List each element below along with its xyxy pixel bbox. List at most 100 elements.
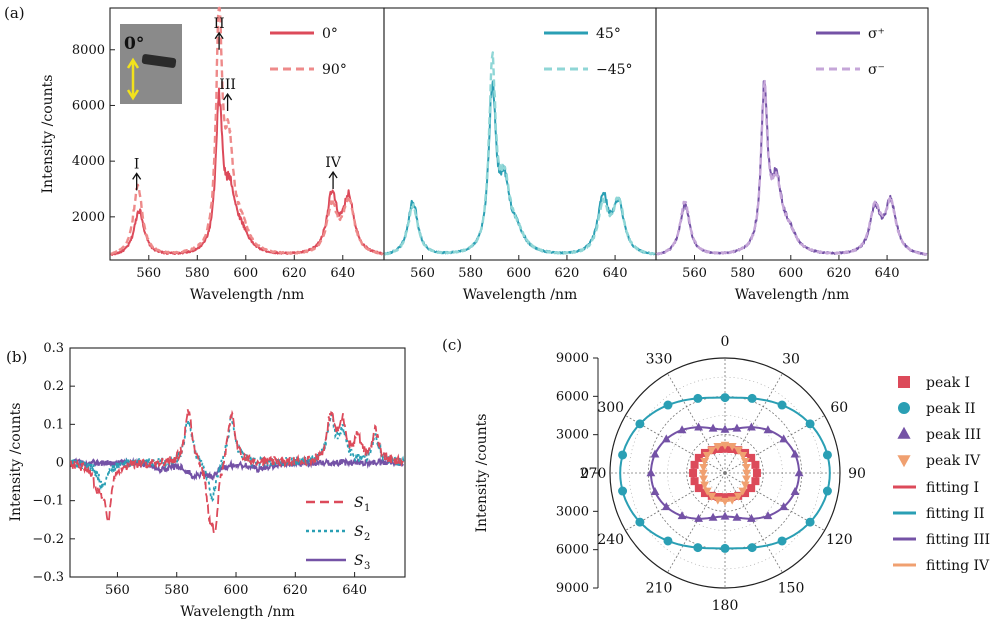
chart-b-stokes: 560 580 600 620 640 −0.3 −0.2 −0.1 0 0.1 0.2 0.3 Wav… [8, 341, 406, 620]
annotation-label: I [134, 156, 140, 172]
x-tick-label: 580 [458, 266, 483, 281]
y-tick-label: 4000 [72, 154, 105, 169]
data-point [805, 419, 815, 429]
polar-angle-label: 240 [597, 532, 624, 548]
data-point [699, 464, 708, 473]
data-point [742, 475, 751, 484]
data-point [720, 497, 730, 506]
x-tick-label: 600 [506, 266, 531, 281]
y-tick-label: −0.1 [32, 494, 64, 509]
inset-nanowire [141, 54, 177, 68]
x-tick-label: 600 [224, 583, 249, 598]
legend-label-subscript: 1 [364, 503, 370, 514]
series-line-2 [384, 51, 656, 256]
polar-angle-label: 0 [721, 334, 730, 350]
data-point [618, 450, 628, 460]
inset-label: 0° [124, 34, 144, 54]
data-point [747, 453, 756, 462]
data-point [646, 468, 656, 477]
y-axis-label: Intensity /counts [474, 414, 490, 533]
legend-label: peak I [926, 375, 970, 391]
data-point [694, 453, 703, 462]
polar-angle-label: 150 [778, 580, 805, 596]
inset-image: 0° [120, 24, 182, 104]
data-point [650, 486, 660, 495]
polar-grid-circle [609, 357, 841, 589]
data-point [720, 543, 730, 553]
data-point [694, 513, 703, 522]
data-point [635, 517, 645, 527]
data-point [747, 543, 757, 553]
series-line-S1 [70, 409, 404, 535]
data-point [732, 423, 742, 432]
data-point [663, 536, 673, 546]
x-tick-label: 620 [555, 266, 580, 281]
polar-spoke [625, 415, 726, 474]
data-point [677, 511, 687, 520]
x-tick-label: 640 [603, 266, 628, 281]
data-point [699, 475, 708, 484]
x-axis-label: Wavelength /nm [735, 287, 850, 303]
data-point [742, 464, 751, 473]
x-tick-label: 620 [283, 583, 308, 598]
data-point [790, 449, 800, 458]
x-tick-label: 640 [342, 583, 367, 598]
data-point [742, 469, 752, 478]
x-tick-label: 620 [282, 266, 307, 281]
series-line-2 [656, 79, 928, 256]
annotation-arrow [214, 31, 224, 50]
data-point [790, 486, 800, 495]
annotation-label: IV [325, 155, 342, 171]
data-point [708, 512, 718, 521]
x-axis-label: Wavelength /nm [190, 287, 305, 303]
data-point [727, 496, 737, 505]
chart-a-45: 560 580 600 620 640 Wavelength /nm 45° −45° [383, 7, 657, 303]
legend-label-subscript: 3 [364, 561, 370, 572]
x-tick-label: 560 [682, 266, 707, 281]
legend-marker [897, 426, 911, 439]
data-point [747, 513, 756, 522]
legend-label: fitting IV [926, 558, 990, 574]
data-point [779, 434, 789, 443]
y-tick-label: −0.3 [32, 570, 64, 585]
panel-label-c: (c) [442, 336, 462, 354]
data-point [650, 449, 660, 458]
polar-angle-label: 270 [580, 466, 607, 482]
annotation-arrow [132, 172, 142, 191]
data-point [720, 393, 730, 403]
legend-label: σ⁻ [868, 62, 885, 78]
radial-tick-label: 9000 [556, 351, 589, 366]
x-tick-label: 580 [164, 583, 189, 598]
annotation-arrow [328, 170, 338, 189]
data-point [805, 517, 815, 527]
data-point [694, 484, 703, 493]
data-point [700, 489, 709, 498]
legend-marker [898, 376, 910, 388]
radial-tick-label: 3000 [556, 428, 589, 443]
y-tick-label: 0.1 [43, 417, 64, 432]
data-point [752, 469, 761, 477]
polar-angle-label: 180 [712, 598, 739, 614]
y-tick-label: 0.2 [43, 379, 64, 394]
legend-label-subscript: 2 [364, 532, 370, 543]
legend-marker [897, 455, 911, 468]
legend-label: S [354, 495, 364, 511]
polar-angle-label: 90 [848, 466, 866, 482]
data-point [740, 481, 750, 490]
legend-marker [898, 402, 910, 414]
data-point [690, 460, 699, 469]
data-point [693, 393, 703, 403]
annotation-arrow [223, 92, 233, 112]
y-axis-label: Intensity /counts [40, 75, 56, 194]
legend-label: fitting III [926, 532, 990, 548]
data-point [661, 502, 671, 511]
y-tick-label: 6000 [72, 98, 105, 113]
y-tick-label: 0.3 [43, 341, 64, 356]
radial-tick-label: 6000 [556, 389, 589, 404]
data-point [635, 419, 645, 429]
y-tick-label: −0.2 [32, 532, 64, 547]
legend-label: peak IV [926, 453, 981, 469]
data-point [700, 481, 710, 490]
data-point [727, 443, 737, 452]
